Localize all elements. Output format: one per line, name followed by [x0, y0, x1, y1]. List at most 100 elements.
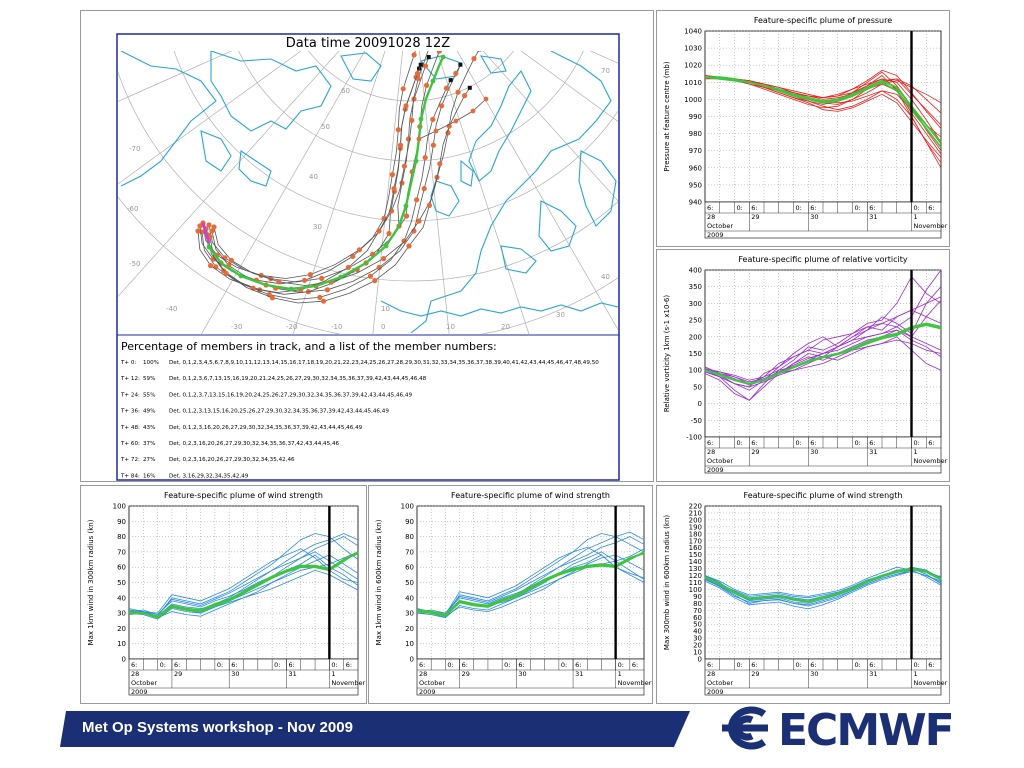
- y-tick-label: 200: [689, 516, 702, 524]
- x-hour-label: 6:: [869, 439, 875, 447]
- wind300mb-panel: Feature-specific plume of wind strength 0…: [656, 485, 950, 704]
- y-axis-label: Max 1km wind in 600km radius (kn): [375, 519, 383, 645]
- y-tick-label: 70: [405, 548, 414, 556]
- x-day-label: 30: [810, 213, 818, 221]
- x-hour-label: 6:: [869, 661, 875, 669]
- x-hour-label: 6:: [810, 439, 816, 447]
- x-day-label: 28: [131, 670, 139, 678]
- x-day-label: 31: [575, 670, 583, 678]
- member-row-step: T+ 48:: [120, 425, 140, 431]
- track-point: [430, 116, 436, 122]
- y-tick-label: 150: [689, 350, 702, 358]
- x-year-label: 2009: [131, 688, 148, 696]
- member-series-line: [416, 546, 645, 616]
- x-day-label: 1: [331, 670, 335, 678]
- x-day-label: 29: [751, 213, 759, 221]
- y-tick-label: 70: [693, 607, 702, 615]
- coastline: [479, 55, 507, 74]
- track-point: [403, 103, 409, 109]
- control-series-line: [704, 76, 942, 143]
- longitude-label: -50: [129, 260, 140, 268]
- coastline: [238, 150, 272, 187]
- x-day-label: 28: [707, 213, 715, 221]
- x-hour-label: 6:: [346, 661, 352, 669]
- wind600-panel: Feature-specific plume of wind strength 0…: [368, 485, 653, 704]
- y-tick-label: 80: [117, 533, 126, 541]
- member-series-line: [416, 536, 645, 614]
- y-tick-label: 30: [693, 635, 702, 643]
- y-tick-label: 60: [405, 564, 414, 572]
- map-svg: Data time 20091028 12Z 70 60 50 40 30 20 10 -70…: [116, 33, 620, 496]
- y-tick-label: 0: [698, 400, 702, 408]
- x-hour-label: 0:: [914, 204, 920, 212]
- meridian-line: [118, 51, 340, 297]
- y-tick-label: 1020: [684, 62, 702, 70]
- meridian-line: [520, 51, 618, 122]
- track-point: [422, 155, 428, 161]
- x-hour-label: 6:: [810, 204, 816, 212]
- track-end-marker: [448, 78, 453, 83]
- y-tick-label: 20: [405, 625, 414, 633]
- x-hour-label: 6:: [462, 661, 468, 669]
- control-series-line: [416, 551, 645, 618]
- x-hour-label: 6:: [707, 439, 713, 447]
- track-point: [391, 186, 397, 192]
- track-point: [223, 270, 229, 276]
- member-table-title: Percentage of members in track, and a li…: [121, 340, 497, 353]
- longitude-label: -40: [166, 305, 177, 313]
- x-hour-label: 6:: [751, 439, 757, 447]
- track-point: [422, 63, 429, 69]
- x-day-label: 30: [518, 670, 526, 678]
- coastline: [410, 51, 612, 334]
- latitude-circle: [238, 51, 584, 162]
- x-month-label: November: [914, 457, 948, 465]
- member-row-step: T+ 84:: [120, 473, 140, 479]
- coastline: [500, 245, 537, 274]
- control-series-line: [704, 567, 942, 603]
- member-series-line: [704, 568, 942, 599]
- x-day-label: 30: [810, 670, 818, 678]
- control-track-point: [206, 244, 212, 250]
- latitude-label: 60: [341, 87, 350, 95]
- track-point: [437, 161, 443, 167]
- track-point: [319, 275, 325, 281]
- x-day-label: 31: [869, 670, 877, 678]
- track-point: [345, 264, 351, 270]
- x-month-label: October: [707, 679, 733, 687]
- member-series-line: [704, 570, 942, 607]
- x-hour-label: 6:: [419, 661, 425, 669]
- member-series-line: [704, 570, 942, 610]
- longitude-label: -70: [129, 145, 140, 153]
- meridian-line: [118, 51, 302, 185]
- longitude-label: 20: [501, 323, 510, 331]
- track-point: [401, 238, 407, 244]
- control-series-line: [704, 324, 942, 386]
- chart-title: Feature-specific plume of pressure: [754, 16, 892, 25]
- control-track: [204, 56, 445, 291]
- y-tick-label: 0: [410, 656, 414, 664]
- map-graticule: [118, 51, 618, 334]
- map-storm-tracks: [195, 51, 489, 304]
- coastline: [200, 130, 232, 172]
- x-day-label: 29: [462, 670, 470, 678]
- latitude-circle: [308, 51, 514, 102]
- member-series-line: [704, 339, 942, 388]
- y-tick-label: 1010: [684, 79, 702, 87]
- y-axis-label: Relative vorticity 1km (s-1 x10-6): [663, 295, 671, 413]
- x-hour-label: 6:: [288, 661, 294, 669]
- track-point: [372, 278, 378, 284]
- track-point: [455, 89, 461, 95]
- x-hour-label: 0:: [504, 661, 510, 669]
- x-hour-label: 0:: [855, 661, 861, 669]
- y-tick-label: 50: [405, 579, 414, 587]
- track-point: [213, 264, 219, 270]
- y-tick-label: 50: [693, 383, 702, 391]
- track-point: [397, 142, 404, 148]
- latitude-circle: [118, 70, 618, 282]
- chart-title: Feature-specific plume of wind strength: [744, 491, 903, 500]
- track-point: [324, 287, 330, 293]
- x-hour-label: 6:: [632, 661, 638, 669]
- y-tick-label: 50: [117, 579, 126, 587]
- control-track-point: [238, 273, 244, 279]
- x-month-label: October: [707, 222, 733, 230]
